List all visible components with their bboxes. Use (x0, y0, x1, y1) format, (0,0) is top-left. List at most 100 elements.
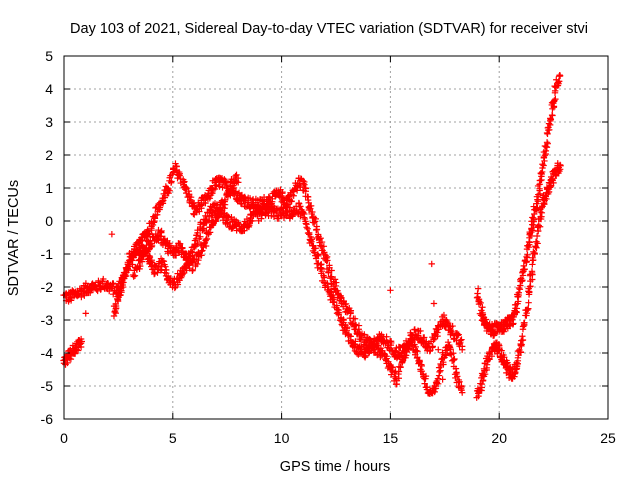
data-point (511, 373, 518, 380)
data-point (387, 287, 394, 294)
data-point (549, 177, 556, 184)
data-point (74, 347, 82, 354)
data-point (145, 231, 152, 238)
data-point (450, 356, 457, 364)
data-point (148, 225, 155, 232)
data-point (529, 257, 536, 264)
x-tick-label: 20 (491, 430, 507, 446)
data-point (458, 336, 465, 343)
data-point (444, 339, 452, 346)
data-point (544, 140, 551, 147)
data-point (153, 211, 161, 218)
data-point (324, 257, 331, 264)
data-point (546, 126, 553, 134)
x-tick-label: 0 (60, 430, 68, 446)
data-point (148, 257, 156, 264)
data-point (397, 363, 404, 371)
data-point (420, 334, 428, 341)
data-point (533, 232, 541, 240)
data-point (479, 377, 487, 385)
data-point (459, 389, 466, 396)
data-point (371, 341, 378, 349)
data-point (307, 205, 314, 212)
data-point (173, 163, 180, 170)
data-point (412, 343, 419, 351)
data-point (112, 304, 120, 312)
data-point (265, 193, 272, 201)
data-point (361, 331, 368, 338)
data-point (108, 231, 116, 238)
data-point (189, 267, 196, 275)
data-point (314, 231, 322, 238)
data-point (516, 286, 524, 293)
data-point (395, 368, 403, 375)
data-point (216, 183, 223, 190)
data-point (145, 246, 152, 254)
data-points (60, 71, 564, 401)
y-tick-label: 4 (45, 81, 53, 97)
data-point (182, 186, 189, 193)
data-point (524, 305, 532, 312)
data-point (524, 306, 531, 314)
data-point (131, 272, 139, 279)
data-point (189, 249, 196, 256)
data-point (315, 252, 322, 260)
data-point (194, 239, 201, 247)
data-point (422, 372, 430, 380)
data-point (440, 311, 448, 319)
data-point (529, 271, 536, 278)
data-point (133, 239, 141, 246)
data-point (434, 375, 442, 382)
data-point (249, 217, 256, 225)
data-point (206, 195, 214, 202)
data-point (340, 316, 347, 324)
data-point (318, 267, 326, 275)
data-point (527, 282, 534, 290)
data-point (338, 294, 345, 301)
data-point (199, 247, 206, 254)
data-point (479, 304, 486, 311)
data-point (449, 322, 456, 330)
data-point (138, 258, 146, 265)
y-tick-label: -2 (41, 279, 54, 295)
data-point (302, 220, 310, 227)
data-point (534, 198, 542, 205)
data-point (331, 276, 339, 283)
y-tick-label: -3 (41, 312, 54, 328)
data-point (536, 187, 543, 194)
data-point (203, 235, 211, 243)
data-point (391, 347, 399, 354)
data-point (229, 185, 236, 192)
data-point (302, 184, 309, 192)
data-point (211, 185, 219, 193)
data-point (521, 321, 528, 329)
y-tick-label: 5 (45, 48, 53, 64)
data-point (515, 298, 522, 305)
data-point (490, 332, 498, 339)
data-point (556, 161, 564, 169)
data-point (320, 243, 328, 250)
data-point (525, 299, 532, 306)
data-point (498, 347, 505, 354)
data-point (347, 310, 354, 317)
data-point (221, 196, 229, 204)
data-point (279, 190, 286, 197)
y-tick-label: 0 (45, 213, 53, 229)
data-point (492, 339, 500, 347)
data-point (311, 245, 318, 252)
data-point (193, 260, 201, 268)
data-point (524, 242, 531, 249)
data-point (151, 215, 159, 222)
data-point (162, 239, 170, 246)
data-point (313, 226, 321, 233)
data-point (459, 343, 466, 350)
chart-title: Day 103 of 2021, Sidereal Day-to-day VTE… (70, 21, 588, 37)
data-point (171, 284, 178, 292)
data-point (440, 358, 447, 366)
data-point (479, 311, 487, 318)
data-point (456, 378, 463, 385)
data-point (299, 177, 307, 185)
data-point (540, 154, 548, 162)
data-point (446, 341, 453, 349)
